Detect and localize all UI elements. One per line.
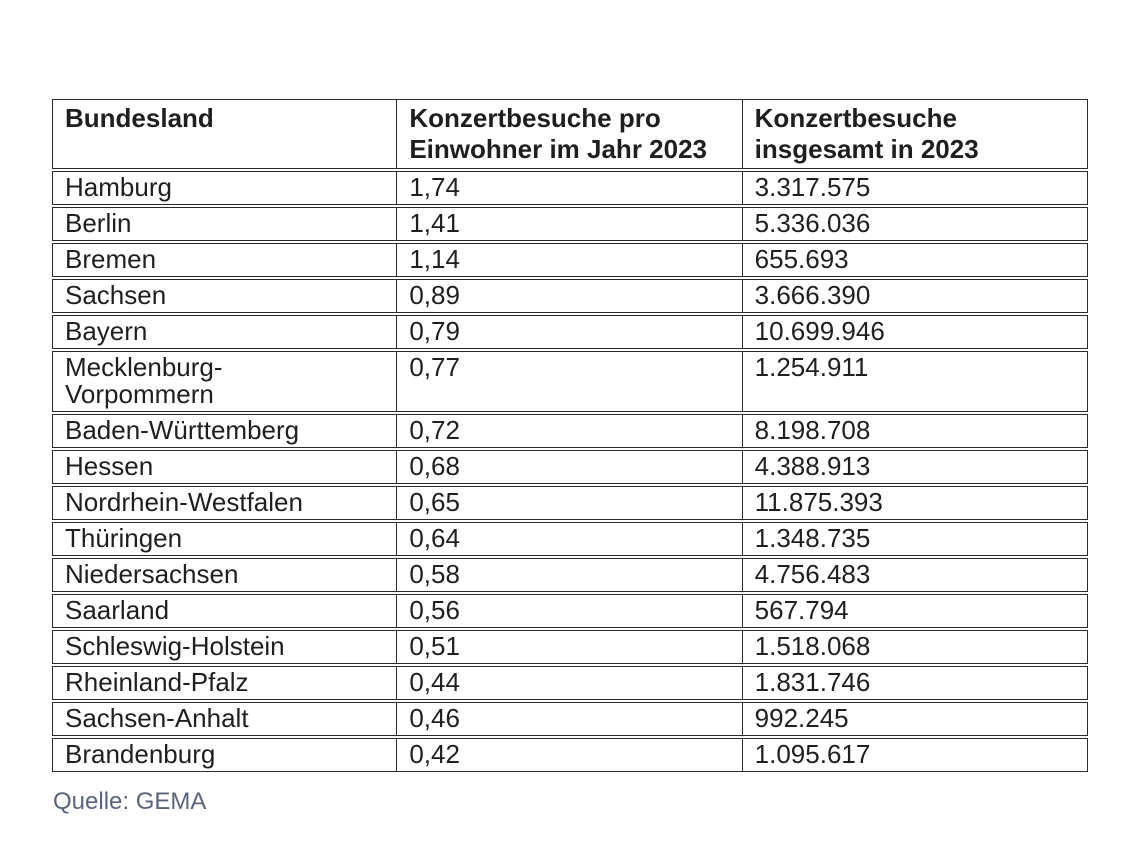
cell-insgesamt: 1.518.068 — [742, 630, 1088, 664]
cell-bundesland: Niedersachsen — [52, 558, 398, 592]
cell-per-einwohner: 0,72 — [397, 414, 743, 448]
cell-bundesland: Hessen — [52, 450, 398, 484]
cell-bundesland: Bremen — [52, 243, 398, 277]
cell-insgesamt: 1.831.746 — [742, 666, 1088, 700]
table-row: Brandenburg 0,42 1.095.617 — [52, 738, 1088, 772]
cell-insgesamt: 3.317.575 — [742, 171, 1088, 205]
cell-per-einwohner: 0,42 — [397, 738, 743, 772]
cell-insgesamt: 655.693 — [742, 243, 1088, 277]
header-row: Bundesland Konzertbesuche pro Einwohner … — [52, 99, 1088, 169]
cell-insgesamt: 10.699.946 — [742, 315, 1088, 349]
cell-insgesamt: 567.794 — [742, 594, 1088, 628]
column-header-insgesamt: Konzertbesuche insgesamt in 2023 — [742, 99, 1088, 169]
concert-attendance-table: Bundesland Konzertbesuche pro Einwohner … — [52, 97, 1088, 774]
cell-insgesamt: 5.336.036 — [742, 207, 1088, 241]
cell-per-einwohner: 0,77 — [397, 351, 743, 412]
cell-insgesamt: 1.095.617 — [742, 738, 1088, 772]
cell-bundesland: Saarland — [52, 594, 398, 628]
cell-bundesland: Brandenburg — [52, 738, 398, 772]
cell-insgesamt: 8.198.708 — [742, 414, 1088, 448]
cell-bundesland: Thüringen — [52, 522, 398, 556]
table-row: Mecklenburg- Vorpommern 0,77 1.254.911 — [52, 351, 1088, 412]
table-row: Rheinland-Pfalz 0,44 1.831.746 — [52, 666, 1088, 700]
cell-per-einwohner: 1,41 — [397, 207, 743, 241]
cell-per-einwohner: 0,79 — [397, 315, 743, 349]
cell-per-einwohner: 1,14 — [397, 243, 743, 277]
table-row: Hessen 0,68 4.388.913 — [52, 450, 1088, 484]
cell-insgesamt: 1.254.911 — [742, 351, 1088, 412]
cell-bundesland: Hamburg — [52, 171, 398, 205]
cell-bundesland: Berlin — [52, 207, 398, 241]
table-body: Hamburg 1,74 3.317.575 Berlin 1,41 5.336… — [52, 171, 1088, 772]
cell-insgesamt: 4.388.913 — [742, 450, 1088, 484]
column-header-bundesland: Bundesland — [52, 99, 398, 169]
table-head: Bundesland Konzertbesuche pro Einwohner … — [52, 99, 1088, 169]
cell-bundesland: Baden-Württemberg — [52, 414, 398, 448]
cell-bundesland: Nordrhein-Westfalen — [52, 486, 398, 520]
table-row: Bremen 1,14 655.693 — [52, 243, 1088, 277]
cell-per-einwohner: 0,46 — [397, 702, 743, 736]
cell-bundesland: Bayern — [52, 315, 398, 349]
cell-per-einwohner: 1,74 — [397, 171, 743, 205]
cell-bundesland: Sachsen-Anhalt — [52, 702, 398, 736]
cell-per-einwohner: 0,68 — [397, 450, 743, 484]
table-row: Sachsen 0,89 3.666.390 — [52, 279, 1088, 313]
table-row: Bayern 0,79 10.699.946 — [52, 315, 1088, 349]
cell-insgesamt: 992.245 — [742, 702, 1088, 736]
cell-bundesland: Mecklenburg- Vorpommern — [52, 351, 398, 412]
table-row: Sachsen-Anhalt 0,46 992.245 — [52, 702, 1088, 736]
cell-insgesamt: 3.666.390 — [742, 279, 1088, 313]
cell-per-einwohner: 0,64 — [397, 522, 743, 556]
table-row: Thüringen 0,64 1.348.735 — [52, 522, 1088, 556]
cell-insgesamt: 4.756.483 — [742, 558, 1088, 592]
cell-per-einwohner: 0,65 — [397, 486, 743, 520]
cell-insgesamt: 1.348.735 — [742, 522, 1088, 556]
cell-bundesland: Rheinland-Pfalz — [52, 666, 398, 700]
cell-per-einwohner: 0,44 — [397, 666, 743, 700]
table-row: Hamburg 1,74 3.317.575 — [52, 171, 1088, 205]
column-header-per-einwohner: Konzertbesuche pro Einwohner im Jahr 202… — [397, 99, 743, 169]
cell-per-einwohner: 0,89 — [397, 279, 743, 313]
table-row: Nordrhein-Westfalen 0,65 11.875.393 — [52, 486, 1088, 520]
cell-per-einwohner: 0,58 — [397, 558, 743, 592]
table-row: Saarland 0,56 567.794 — [52, 594, 1088, 628]
cell-per-einwohner: 0,51 — [397, 630, 743, 664]
cell-bundesland: Sachsen — [52, 279, 398, 313]
table-row: Niedersachsen 0,58 4.756.483 — [52, 558, 1088, 592]
table-row: Baden-Württemberg 0,72 8.198.708 — [52, 414, 1088, 448]
cell-bundesland: Schleswig-Holstein — [52, 630, 398, 664]
source-note: Quelle: GEMA — [53, 788, 207, 815]
table-row: Berlin 1,41 5.336.036 — [52, 207, 1088, 241]
cell-per-einwohner: 0,56 — [397, 594, 743, 628]
cell-insgesamt: 11.875.393 — [742, 486, 1088, 520]
table-row: Schleswig-Holstein 0,51 1.518.068 — [52, 630, 1088, 664]
